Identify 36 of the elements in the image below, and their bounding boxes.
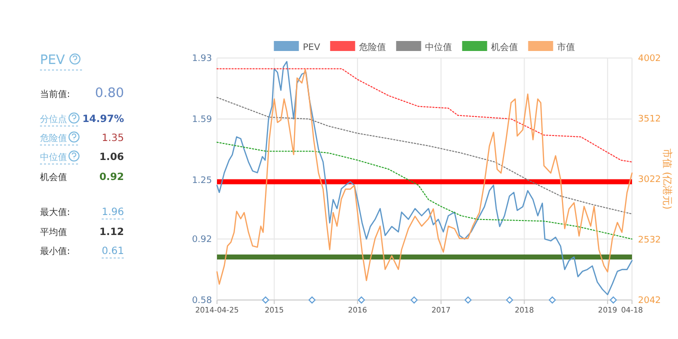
text: 0.61 [102, 246, 124, 257]
y2-axis-title: 市值 (亿港元) [661, 148, 673, 210]
y2-tick-label: 3022 [638, 174, 661, 185]
text: 最大值: [40, 207, 70, 218]
y2-tick-label: 2532 [638, 235, 661, 246]
text: 0.92 [99, 172, 124, 183]
text: PEV [40, 53, 66, 68]
text: 机会值 [40, 172, 67, 183]
text: 1.35 [102, 133, 124, 144]
legend-label: 危险值 [359, 42, 386, 53]
y-tick-label: 0.58 [192, 296, 212, 306]
y2-tick-label: 2042 [638, 296, 661, 306]
text: 最小值: [40, 246, 70, 257]
text: 中位值 [40, 152, 67, 163]
legend-label: 机会值 [491, 42, 518, 53]
text: 1.06 [99, 152, 124, 163]
line-series [216, 142, 632, 240]
line-series [216, 68, 632, 162]
text: 0.80 [95, 86, 124, 101]
text: 当前值: [40, 89, 70, 100]
text: 平均值 [40, 227, 67, 238]
y-tick-label: 1.25 [192, 176, 212, 186]
legend-label: 市值 [557, 42, 576, 53]
line-series [216, 96, 632, 214]
y2-tick-label: 4002 [638, 54, 661, 64]
text: 14.97% [82, 114, 124, 125]
y-tick-label: 1.93 [192, 54, 212, 64]
text: 分位点 [40, 114, 67, 125]
text: 1.12 [99, 227, 124, 238]
legend-label: 中位值 [425, 42, 452, 53]
y-tick-label: 0.92 [192, 234, 212, 245]
y2-tick-label: 3512 [638, 114, 661, 124]
y-tick-label: 1.59 [192, 114, 212, 125]
text: 1.96 [102, 207, 124, 218]
text: 危险值 [40, 133, 67, 144]
legend-label: PEV [302, 43, 321, 53]
